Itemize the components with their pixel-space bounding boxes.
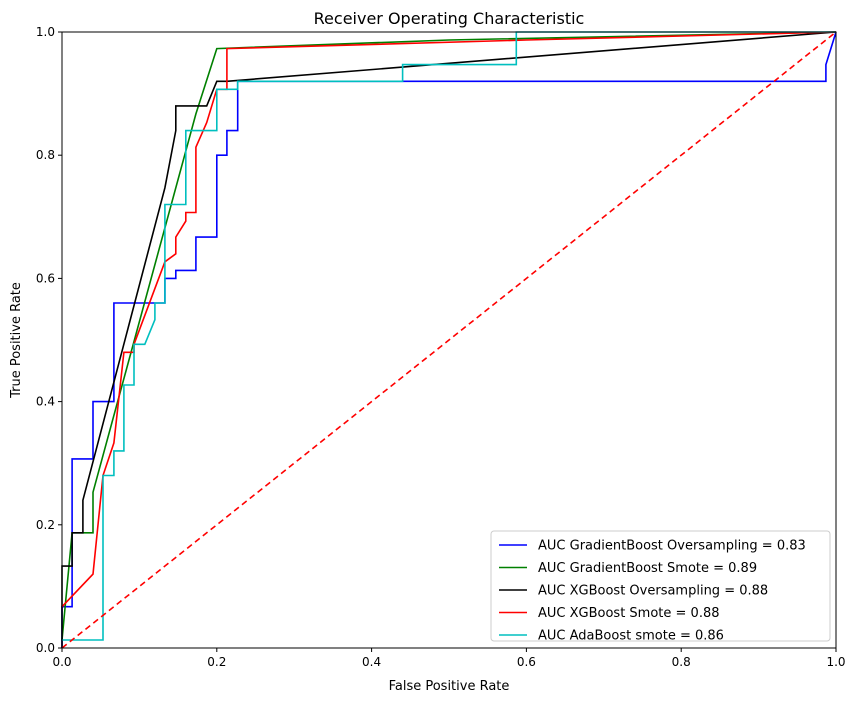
x-axis-ticks: 0.0 0.2 0.4 0.6 0.8 1.0 [52, 648, 846, 669]
y-tick-label: 1.0 [36, 25, 55, 39]
legend-label: AUC GradientBoost Oversampling = 0.83 [538, 539, 806, 554]
x-tick-label: 0.2 [207, 655, 226, 669]
x-tick-label: 0.4 [362, 655, 381, 669]
chance-diagonal-line [61, 31, 837, 649]
legend-label: AUC XGBoost Smote = 0.88 [538, 606, 720, 621]
series-line-0 [61, 31, 837, 648]
x-tick-label: 0.6 [517, 655, 536, 669]
x-tick-label: 1.0 [826, 655, 845, 669]
legend: AUC GradientBoost Oversampling = 0.83 AUC… [490, 530, 831, 644]
x-tick-label: 0.8 [672, 655, 691, 669]
x-tick-label: 0.0 [52, 655, 71, 669]
y-tick-label: 0.6 [36, 271, 55, 285]
legend-label: AUC AdaBoost smote = 0.86 [538, 629, 724, 644]
x-axis-label: False Positive Rate [389, 679, 510, 694]
y-tick-label: 0.2 [36, 518, 55, 532]
chart-title: Receiver Operating Characteristic [314, 9, 585, 28]
legend-label: AUC GradientBoost Smote = 0.89 [538, 561, 757, 576]
legend-box [490, 530, 831, 642]
legend-label: AUC XGBoost Oversampling = 0.88 [538, 584, 768, 599]
plot-area [61, 31, 837, 649]
plot-frame [61, 31, 837, 649]
y-axis-ticks: 0.0 0.2 0.4 0.6 0.8 1.0 [36, 25, 62, 655]
y-tick-label: 0.8 [36, 148, 55, 162]
y-axis-label: True Positive Rate [9, 282, 24, 399]
y-tick-label: 0.0 [36, 641, 55, 655]
series-line-2 [61, 31, 837, 648]
series-line-3 [61, 31, 837, 608]
y-tick-label: 0.4 [36, 395, 55, 409]
series-line-4 [62, 31, 836, 641]
